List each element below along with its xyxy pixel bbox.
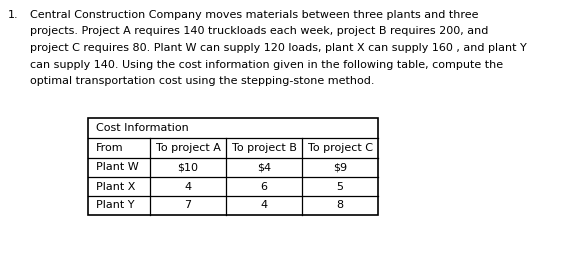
Text: optimal transportation cost using the stepping-stone method.: optimal transportation cost using the st… [30,76,375,86]
Text: To project A: To project A [155,143,220,153]
Text: Plant W: Plant W [96,162,139,172]
Text: 4: 4 [260,200,268,211]
Text: To project B: To project B [232,143,297,153]
Text: project C requires 80. Plant W can supply 120 loads, plant X can supply 160 , an: project C requires 80. Plant W can suppl… [30,43,527,53]
Text: can supply 140. Using the cost information given in the following table, compute: can supply 140. Using the cost informati… [30,60,503,70]
Text: Central Construction Company moves materials between three plants and three: Central Construction Company moves mater… [30,10,479,20]
Text: 7: 7 [184,200,192,211]
Text: 1.: 1. [8,10,19,20]
Text: projects. Project A requires 140 truckloads each week, project B requires 200, a: projects. Project A requires 140 trucklo… [30,26,488,36]
Text: $4: $4 [257,162,271,172]
Text: $10: $10 [177,162,198,172]
Text: $9: $9 [333,162,347,172]
Text: Cost Information: Cost Information [96,123,189,133]
Text: Plant Y: Plant Y [96,200,134,211]
Text: 5: 5 [337,181,344,191]
Text: From: From [96,143,124,153]
Text: Plant X: Plant X [96,181,136,191]
Text: 6: 6 [260,181,267,191]
Text: To project C: To project C [307,143,372,153]
Text: 8: 8 [336,200,344,211]
Text: 4: 4 [184,181,192,191]
Bar [88,118,378,215]
